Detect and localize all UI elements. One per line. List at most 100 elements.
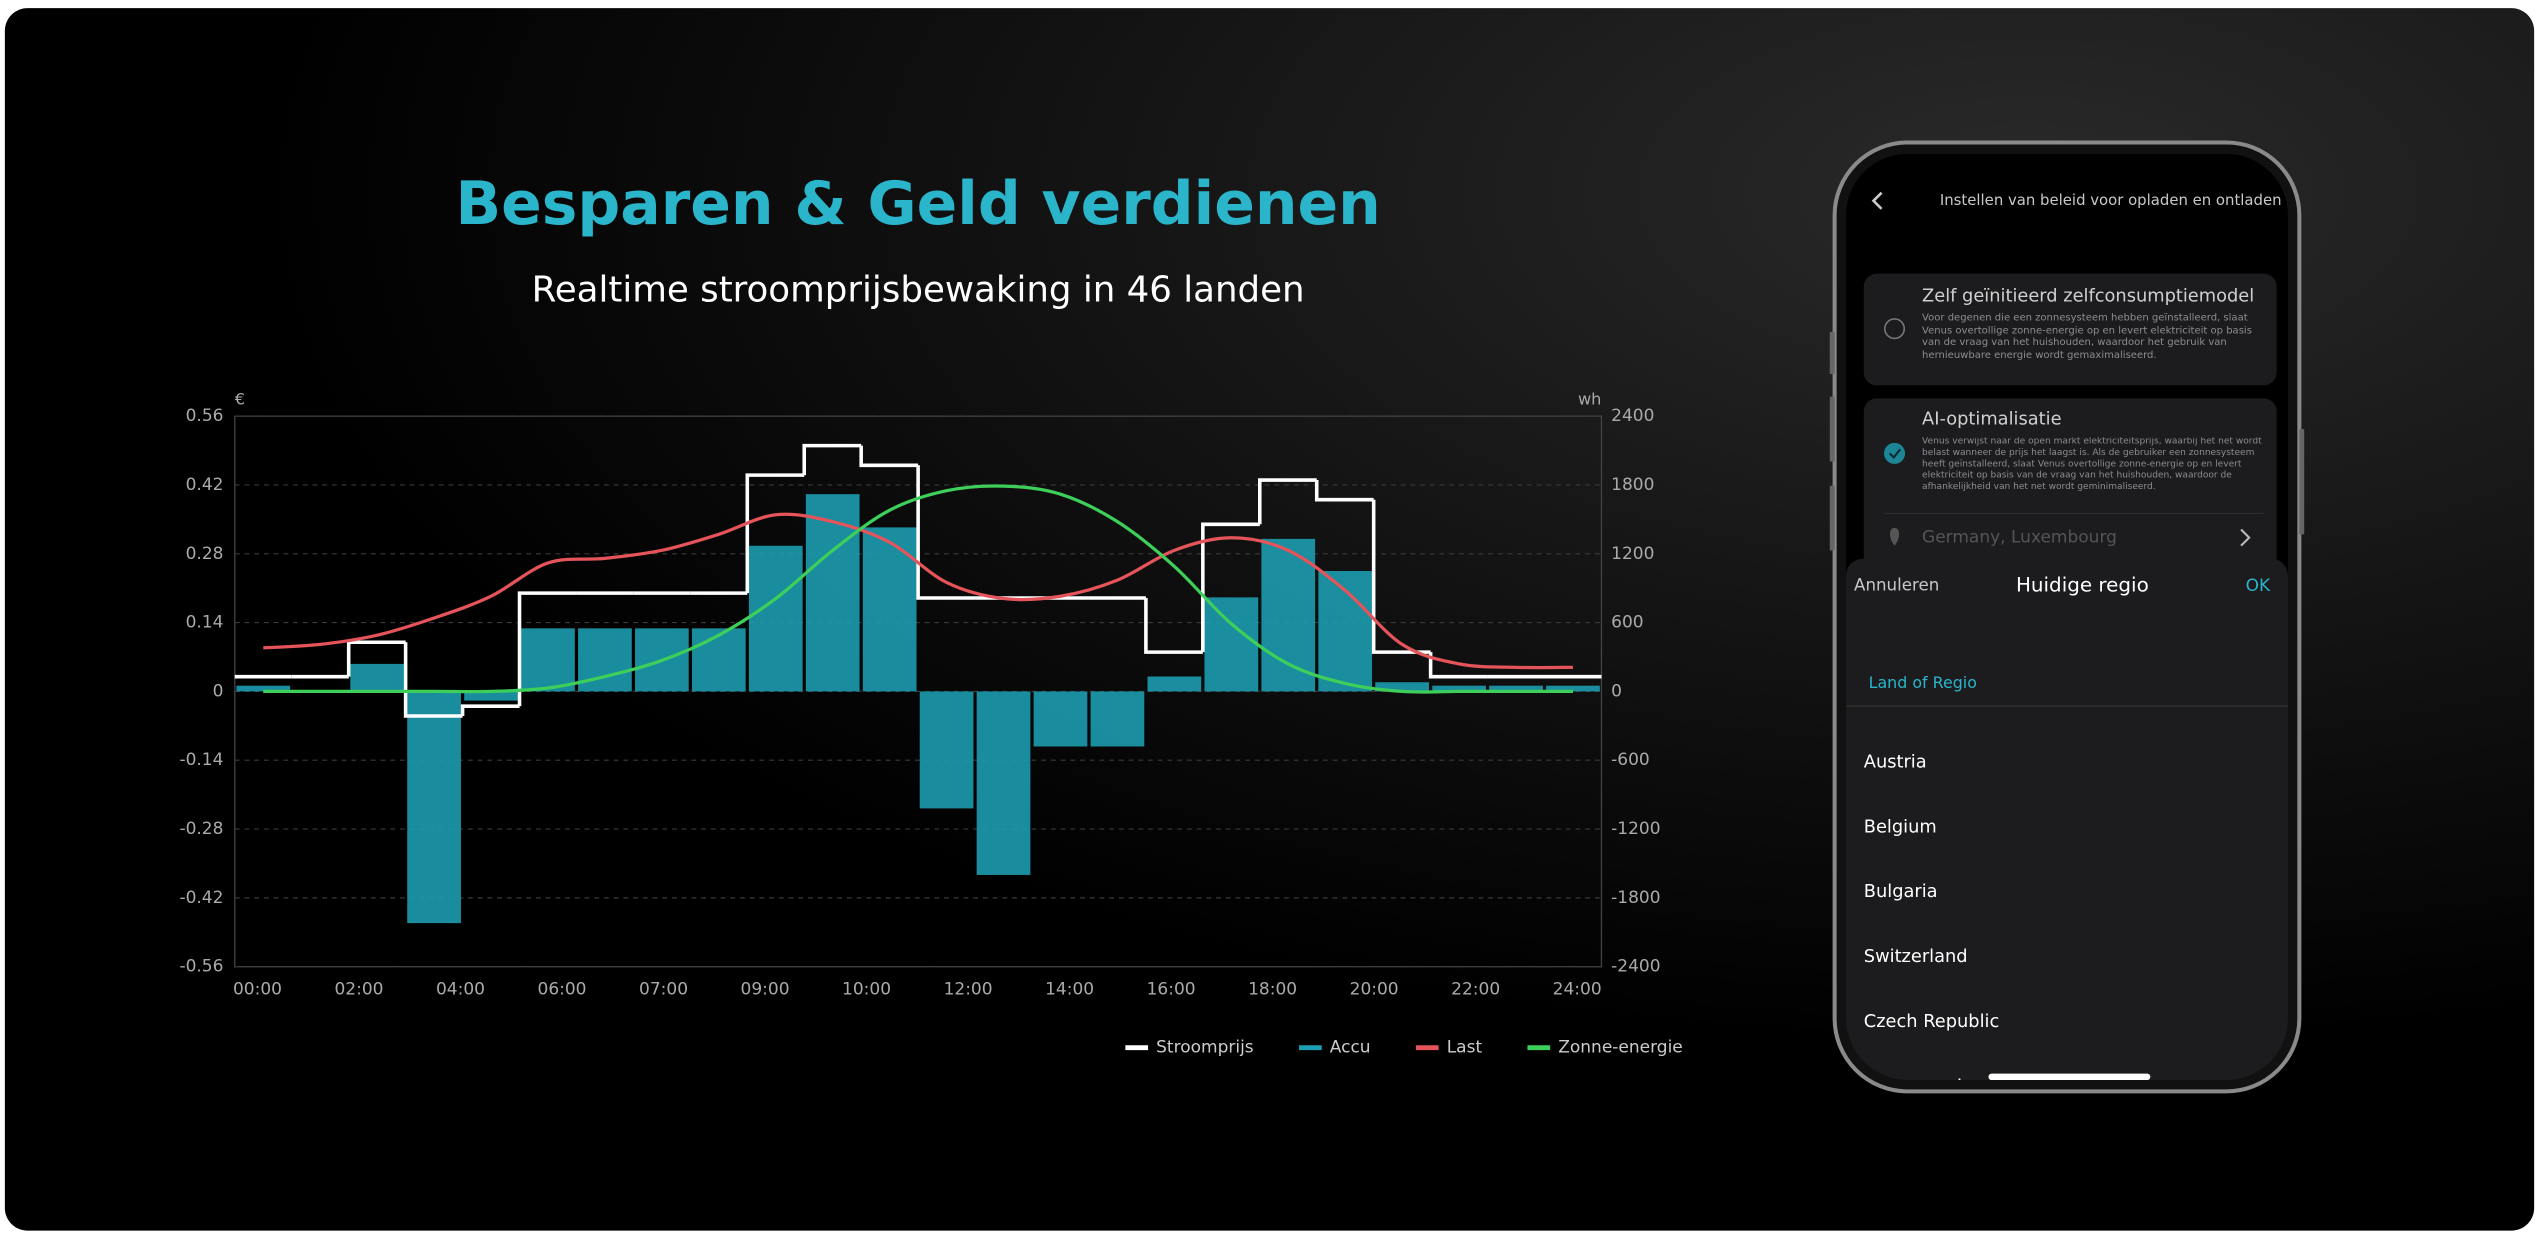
sheet-title: Huidige regio (2016, 574, 2149, 597)
bar (1546, 685, 1600, 692)
bar (1432, 685, 1486, 692)
cancel-button[interactable]: Annuleren (1854, 576, 1939, 595)
radio[interactable] (1884, 318, 1906, 340)
price-step (517, 591, 577, 707)
region-list: Austria Belgium Bulgaria Switzerland Czech R… (1864, 752, 2068, 1097)
bar (976, 691, 1031, 875)
subheadline: Realtime stroomprijsbewaking in 46 lande… (532, 269, 1305, 310)
y2-tick-label: -1200 (1611, 819, 1660, 839)
x-tick-label: 06:00 (538, 979, 587, 999)
y-tick-label: -0.28 (179, 819, 223, 839)
bar (464, 691, 518, 701)
bar (748, 545, 803, 692)
y2-tick-label: -600 (1611, 750, 1650, 770)
y-tick-label: 0.42 (186, 475, 224, 495)
price-step (859, 445, 919, 468)
x-tick-label: 16:00 (1147, 979, 1196, 999)
x-tick-label: 07:00 (639, 979, 688, 999)
x-tick-label: 20:00 (1350, 979, 1399, 999)
y2-tick-label: 600 (1611, 613, 1643, 633)
home-indicator (1988, 1073, 2151, 1081)
bar (862, 527, 917, 692)
option-card[interactable] (1863, 273, 2277, 386)
phone-button (1829, 396, 1835, 462)
back-button[interactable] (1871, 191, 1883, 210)
region-item[interactable]: Germany, Luxembourg (1864, 1076, 2068, 1097)
y-tick-label: 0.28 (186, 544, 224, 564)
region-item[interactable]: Czech Republic (1864, 1011, 2000, 1032)
bar (350, 663, 405, 692)
y-tick-label: -0.56 (179, 957, 223, 977)
option-title: AI-optimalisatie (1922, 408, 2061, 429)
region-item[interactable]: Bulgaria (1864, 881, 1938, 902)
series-line (263, 512, 1573, 670)
region-value[interactable]: Germany, Luxembourg (1922, 528, 2117, 548)
y2-tick-label: -2400 (1611, 957, 1660, 977)
option-desc-box: Voor degenen die een zonnesysteem hebben… (1922, 312, 2252, 361)
option-card[interactable] (1863, 398, 2277, 577)
price-step (745, 473, 805, 594)
check (1888, 448, 1902, 460)
option-description: Venus verwijst naar de open markt elektr… (1922, 437, 2262, 492)
phone: Instellen van beleid voor opladen en ont… (1829, 140, 2305, 1097)
region-item[interactable]: Austria (1864, 752, 1927, 773)
bar (236, 685, 291, 692)
legend-label: Zonne-energie (1558, 1038, 1683, 1058)
x-tick-label: 14:00 (1045, 979, 1094, 999)
y-tick-label: 0.14 (186, 613, 224, 633)
legend-label: Accu (1330, 1038, 1371, 1058)
y2-tick-label: 1800 (1611, 475, 1654, 495)
x-tick-label: 24:00 (1553, 979, 1602, 999)
y2-axis-unit: wh (1578, 389, 1602, 408)
section-label: Land of Regio (1869, 673, 1977, 692)
pin-icon (1889, 527, 1900, 546)
phone-button (1829, 485, 1835, 551)
y-tick-label: 0 (213, 681, 224, 701)
option-description: Voor degenen die een zonnesysteem hebben… (1922, 312, 2252, 361)
price-step (1258, 478, 1317, 525)
bar (407, 691, 461, 924)
region-item[interactable]: Belgium (1864, 816, 1937, 837)
series-line (263, 484, 1573, 694)
y2-tick-label: 2400 (1611, 406, 1654, 426)
bar (691, 628, 746, 692)
radio-checked[interactable] (1884, 442, 1906, 464)
y-tick-label: -0.14 (179, 750, 223, 770)
price-step (916, 465, 976, 600)
option-desc-box: Venus verwijst naar de open markt elektr… (1922, 437, 2262, 492)
y2-tick-label: 0 (1611, 681, 1622, 701)
bar (1375, 682, 1429, 692)
bar (1090, 691, 1145, 747)
price-step (1314, 480, 1374, 502)
bar (805, 494, 860, 692)
x-tick-label: 18:00 (1248, 979, 1297, 999)
x-tick-label: 09:00 (741, 979, 790, 999)
price-step (1201, 522, 1260, 653)
option-title: Zelf geïnitieerd zelfconsumptiemodel (1922, 285, 2254, 306)
bar (1033, 691, 1088, 747)
chart: 0.56 0.42 0.28 0.14 0 -0.14 -0.28 -0.42 -0.56 240… (179, 389, 1682, 1057)
ok-button[interactable]: OK (2246, 576, 2271, 596)
screen: Instellen van beleid voor opladen en ont… (1845, 153, 2289, 1097)
x-tick-label: 02:00 (334, 979, 383, 999)
price-step (1371, 499, 1431, 654)
bar (521, 628, 575, 692)
sheet (1845, 558, 2289, 1081)
y2-tick-label: -1800 (1611, 888, 1660, 908)
price-step (802, 443, 862, 476)
x-tick-label: 22:00 (1451, 979, 1500, 999)
legend-label: Last (1447, 1038, 1483, 1058)
y-tick-label: 0.56 (186, 406, 224, 426)
x-tick-label: 04:00 (436, 979, 485, 999)
region-item[interactable]: Switzerland (1864, 946, 1968, 967)
bar (919, 691, 974, 809)
x-tick-label: 12:00 (944, 979, 993, 999)
x-tick-label: 00:00 (233, 979, 282, 999)
price-step (1144, 598, 1203, 654)
legend-label: Stroomprijs (1156, 1038, 1254, 1058)
screen-header: Instellen van beleid voor opladen en ont… (1940, 191, 2282, 209)
headline: Besparen & Geld verdienen (455, 169, 1380, 239)
